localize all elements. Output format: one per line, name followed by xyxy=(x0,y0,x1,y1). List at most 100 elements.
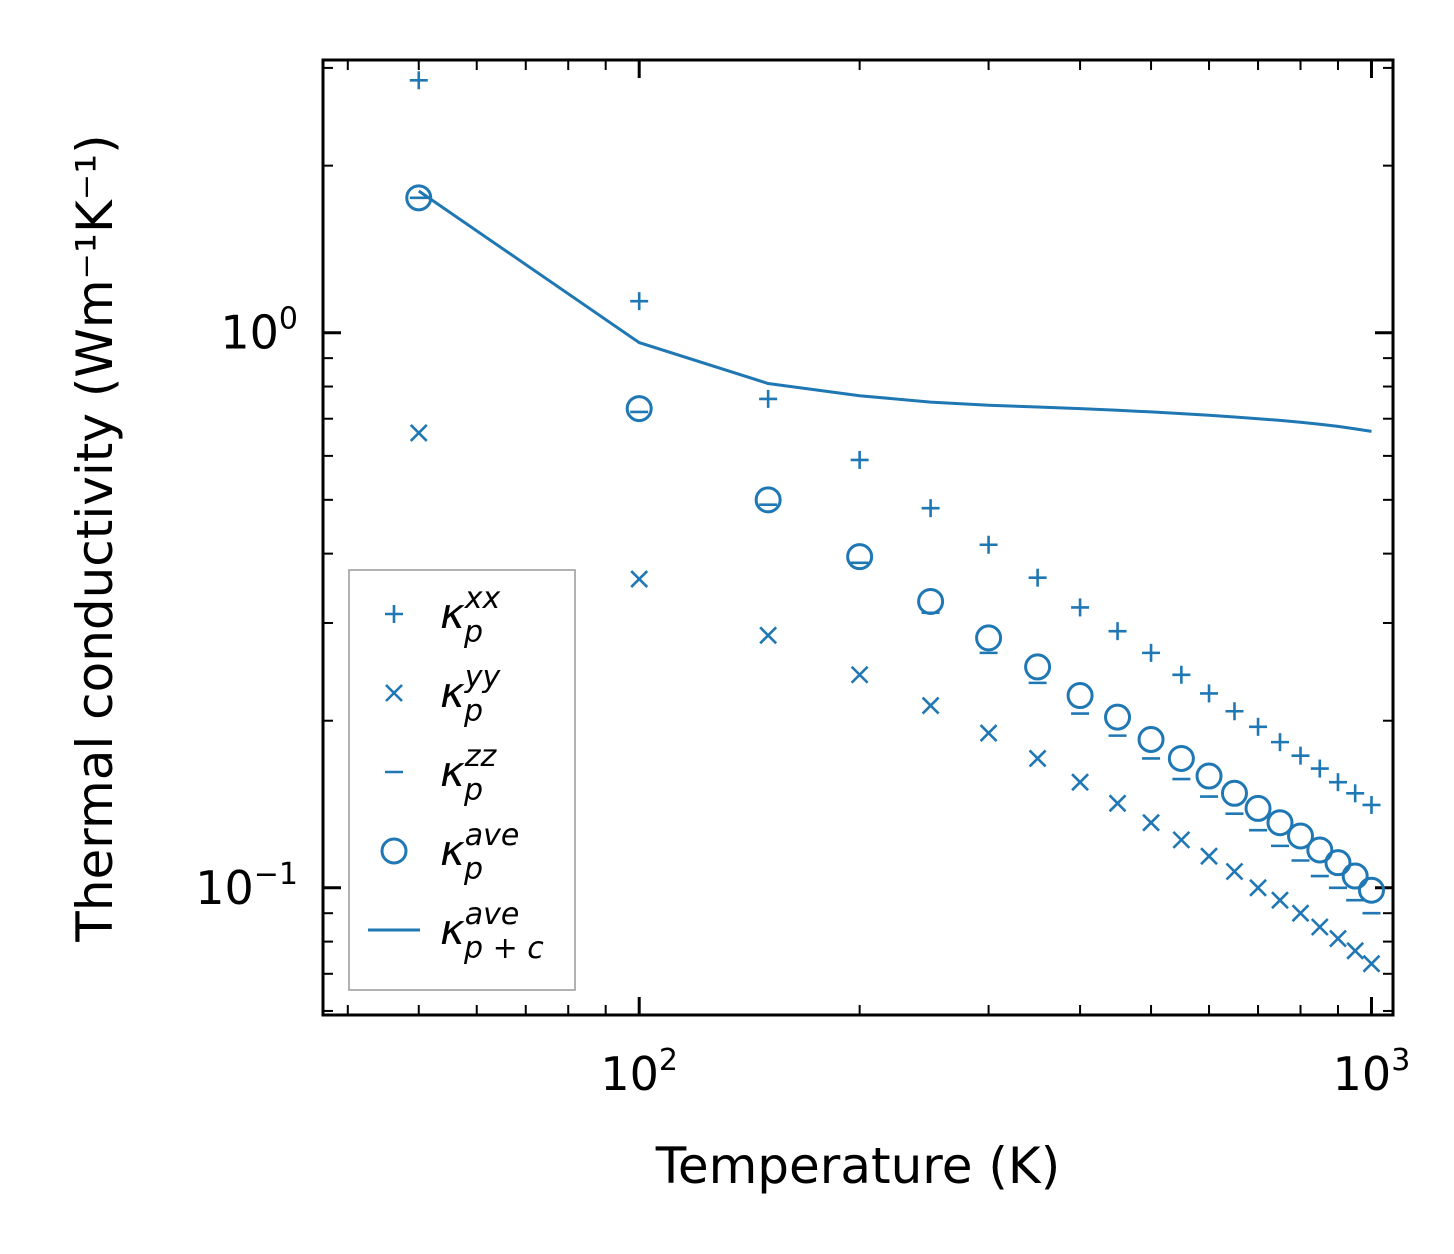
data-point xyxy=(1244,794,1272,822)
legend-label: κxx p xyxy=(440,581,501,650)
x-tick-label-base: 10 xyxy=(1333,1047,1392,1101)
data-point xyxy=(1142,813,1160,832)
data-point xyxy=(1137,726,1165,754)
legend-symbol: κ xyxy=(440,826,465,875)
data-point xyxy=(1200,684,1219,703)
legend-marker xyxy=(385,684,403,702)
data-point xyxy=(979,535,998,554)
y-tick-label-base: 10 xyxy=(220,306,279,360)
data-point xyxy=(1362,954,1381,973)
data-point xyxy=(1108,794,1127,813)
data-point xyxy=(1310,759,1329,778)
marker-ring xyxy=(1220,779,1248,807)
data-point xyxy=(1220,779,1248,807)
marker-ring xyxy=(754,486,782,514)
marker-ring xyxy=(1244,794,1272,822)
data-point xyxy=(1291,746,1310,765)
x-tick-label: 103 xyxy=(1333,1043,1411,1101)
data-point xyxy=(409,71,428,90)
data-point xyxy=(1104,703,1132,731)
marker-ring xyxy=(1024,653,1052,681)
legend-superscript: ave xyxy=(465,818,520,853)
data-point xyxy=(1266,809,1294,837)
marker-stroke xyxy=(1362,954,1381,973)
legend-superscript: zz xyxy=(464,739,498,774)
legend-superscript: ave xyxy=(465,897,520,932)
marker-stroke xyxy=(409,423,428,442)
legend-subscript: p xyxy=(463,694,483,729)
marker-stroke xyxy=(1225,862,1244,881)
marker-stroke xyxy=(979,724,998,742)
x-tick-label-base: 10 xyxy=(600,1047,659,1101)
y-tick-label-base: 10 xyxy=(195,861,254,915)
y-tick-label: 100 xyxy=(220,302,298,360)
marker-ring xyxy=(1066,682,1094,710)
data-point xyxy=(1249,878,1267,897)
legend-marker xyxy=(385,605,403,623)
marker-ring xyxy=(1266,809,1294,837)
legend-subscript: p xyxy=(463,773,483,808)
marker-ring xyxy=(380,837,408,865)
data-point xyxy=(1346,784,1365,803)
x-tick-label-exponent: 3 xyxy=(1391,1043,1410,1078)
marker-stroke xyxy=(1249,878,1267,897)
major-ticks xyxy=(323,60,1393,1015)
legend-entry: κxx p xyxy=(385,581,501,650)
data-point xyxy=(625,395,653,423)
data-point xyxy=(850,450,869,469)
legend-symbol: κ xyxy=(440,905,465,954)
data-point xyxy=(1172,665,1191,684)
series-k_ave xyxy=(405,184,1385,904)
legend-entry: κzz p xyxy=(385,739,498,808)
marker-stroke xyxy=(1172,830,1191,849)
legend-symbol: κ xyxy=(440,668,465,717)
data-point xyxy=(630,292,649,311)
marker-ring xyxy=(846,543,874,571)
data-point xyxy=(1066,682,1094,710)
marker-stroke xyxy=(759,626,778,645)
data-point xyxy=(1225,702,1244,721)
data-point xyxy=(1341,862,1369,890)
legend-symbol: κ xyxy=(440,747,465,796)
marker-ring xyxy=(1287,822,1315,850)
data-point xyxy=(1172,830,1191,849)
data-point xyxy=(1346,941,1365,960)
data-point xyxy=(1291,904,1310,923)
x-tick-label: 102 xyxy=(600,1043,678,1101)
marker-stroke xyxy=(1142,813,1160,832)
legend-entry: κave p + c xyxy=(368,897,544,966)
data-point xyxy=(759,626,778,645)
data-point xyxy=(1225,862,1244,881)
marker-stroke xyxy=(1028,749,1047,768)
marker-ring xyxy=(1104,703,1132,731)
data-point xyxy=(1024,653,1052,681)
marker-ring xyxy=(975,624,1003,652)
data-point xyxy=(1167,744,1195,772)
marker-ring xyxy=(1341,862,1369,890)
legend-superscript: yy xyxy=(464,660,502,695)
legend-superscript: xx xyxy=(464,581,501,616)
marker-ring xyxy=(1195,762,1223,790)
data-point xyxy=(1306,836,1334,864)
legend-label: κave p + c xyxy=(440,897,544,966)
y-tick-label: 10−1 xyxy=(195,857,298,915)
data-point xyxy=(1287,822,1315,850)
data-point xyxy=(1249,717,1268,736)
data-point xyxy=(1329,929,1347,948)
marker-ring xyxy=(1167,744,1195,772)
series-k_yy xyxy=(409,423,1381,973)
data-point xyxy=(1028,749,1047,768)
marker-ring xyxy=(917,587,945,615)
data-point xyxy=(1362,795,1381,814)
series-k_zz xyxy=(409,196,1381,915)
marker-stroke xyxy=(630,570,649,588)
series-k_p+c_ave xyxy=(417,189,1372,433)
x-tick-label-exponent: 2 xyxy=(659,1043,678,1078)
series-line xyxy=(417,189,1372,433)
marker-stroke xyxy=(1271,891,1289,910)
data-point xyxy=(921,696,940,715)
marker-stroke xyxy=(1071,773,1089,792)
legend-subscript: p xyxy=(463,615,483,650)
